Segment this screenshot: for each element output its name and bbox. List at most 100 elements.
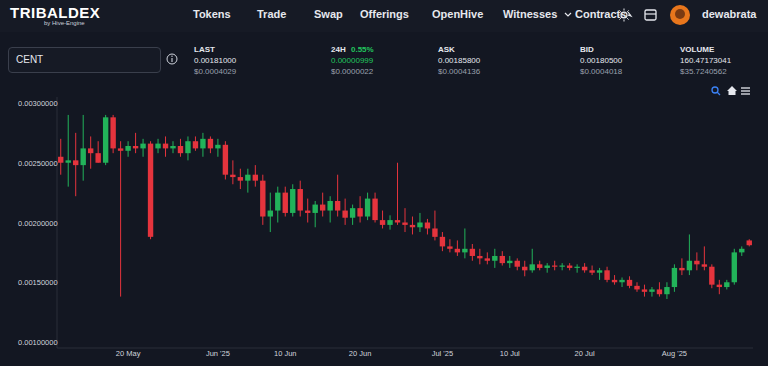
candle-body (342, 211, 347, 218)
candle-body (66, 160, 71, 162)
menu-icon[interactable] (741, 93, 750, 94)
candle-body (155, 144, 160, 149)
candle-body (604, 270, 609, 280)
theme-icon-ray (618, 15, 620, 16)
candle-body (350, 208, 355, 218)
theme-icon[interactable] (618, 9, 631, 22)
candle-body (387, 220, 392, 225)
candle-body (290, 189, 295, 213)
candle-body (208, 139, 213, 149)
candle-body (125, 146, 130, 151)
x-tick-label: Jun '25 (206, 349, 230, 358)
candle-body (170, 146, 175, 148)
candle-body (687, 261, 692, 271)
stat-label: 24H (331, 45, 346, 54)
candle-wick (464, 228, 465, 258)
home-icon[interactable] (727, 86, 737, 95)
wallet-icon[interactable] (645, 10, 656, 20)
candle-body (275, 193, 280, 211)
theme-icon-ray (627, 10, 628, 11)
candle-wick (577, 264, 578, 272)
info-icon[interactable] (167, 54, 177, 64)
nav-item[interactable]: Swap (314, 8, 343, 20)
avatar[interactable] (670, 5, 690, 25)
x-tick-label: 20 Jun (349, 349, 372, 358)
y-tick-label: 0.00100000 (18, 338, 58, 347)
menu-icon[interactable] (741, 90, 750, 91)
theme-icon-ray (629, 15, 631, 16)
stat-value: 0.00185800 (438, 56, 480, 65)
candle-body (679, 268, 684, 270)
candle-wick (681, 258, 682, 275)
candle-body (612, 280, 617, 282)
y-tick-label: 0.00150000 (18, 278, 58, 287)
candle-body (500, 256, 505, 263)
stat-label: VOLUME (680, 45, 714, 54)
candle-body (73, 160, 78, 165)
candle-body (178, 146, 183, 153)
zoom-icon-handle (717, 92, 720, 95)
candle-wick (449, 239, 450, 252)
candle-body (260, 181, 265, 217)
stat-usd: $35.7240562 (680, 67, 727, 76)
theme-icon-ray (619, 10, 620, 11)
candle-body (163, 144, 168, 149)
candle-wick (232, 160, 233, 184)
user-name[interactable]: dewabrata (702, 8, 756, 20)
stat-label: ASK (438, 45, 455, 54)
nav-item[interactable]: Tokens (193, 8, 231, 20)
candle-body (268, 211, 273, 217)
candle-body (702, 264, 707, 266)
candle-body (425, 223, 430, 229)
candle-body (223, 145, 228, 175)
candle-body (110, 117, 115, 148)
logo: TRIBALDEX (10, 4, 100, 21)
nav-item[interactable]: Witnesses (503, 8, 557, 20)
candle-body (118, 148, 123, 150)
candle-body (537, 264, 542, 268)
y-tick-label: 0.00200000 (18, 219, 58, 228)
candle-body (672, 268, 677, 287)
stat-usd: $0.0004018 (580, 67, 622, 76)
theme-icon-ray (619, 18, 620, 19)
candle-body (462, 249, 467, 253)
candle-body (58, 157, 63, 163)
candle-body (642, 289, 647, 291)
candle-body (253, 175, 258, 181)
nav-item[interactable]: Contracts (575, 8, 626, 20)
candle-body (440, 237, 445, 247)
menu-icon[interactable] (741, 87, 750, 88)
info-icon-line (171, 58, 172, 62)
theme-icon-ray (627, 18, 628, 19)
stat-value: 0.00180500 (580, 56, 622, 65)
candle-body (724, 282, 729, 287)
stat-change: 0.55% (351, 45, 374, 54)
candle-body (739, 249, 744, 253)
theme-icon-ray (624, 20, 625, 22)
candle-body (148, 144, 153, 237)
candle-body (312, 205, 317, 213)
x-tick-label: 20 Jul (575, 349, 595, 358)
candle-body (283, 193, 288, 213)
candle-body (507, 261, 512, 263)
candle-body (357, 208, 362, 216)
nav-item[interactable]: Offerings (360, 8, 409, 20)
candle-body (492, 256, 497, 261)
candle-body (402, 223, 407, 225)
page: TRIBALDEXby Hive-Engine Tokens Trade Swap Of… (0, 0, 768, 366)
candle-body (657, 289, 662, 294)
candle-body (103, 117, 108, 162)
logo-sub: by Hive-Engine (44, 20, 85, 26)
candle-wick (397, 163, 398, 225)
candle-body (365, 199, 370, 217)
candle-body (88, 148, 93, 153)
nav-item[interactable]: Trade (257, 8, 286, 20)
nav-item[interactable]: OpenHive (432, 8, 483, 20)
candle-wick (83, 115, 84, 181)
candle-body (193, 141, 198, 148)
candle-body (185, 141, 190, 153)
candle-body (552, 266, 557, 267)
candle-body (380, 220, 385, 225)
candle-body (485, 258, 490, 260)
contracts-chevron (565, 13, 571, 16)
